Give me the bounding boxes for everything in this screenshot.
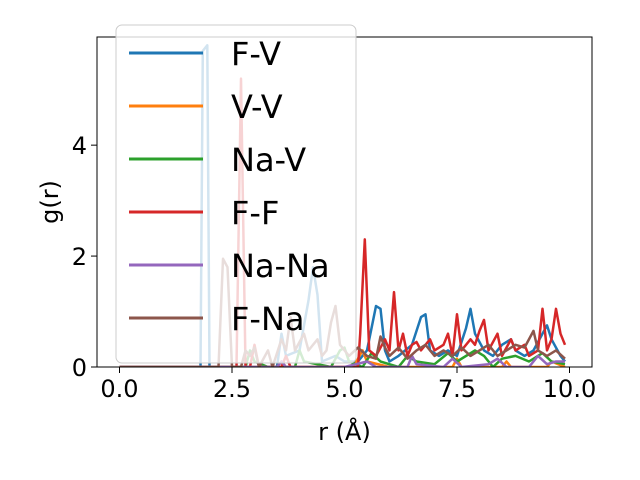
x-tick-label: 10.0 [543,375,596,403]
x-tick-label: 2.5 [213,375,251,403]
x-tick-label: 7.5 [438,375,476,403]
legend-box [115,24,357,364]
legend-label: Na-V [231,141,306,179]
x-tick-label: 0.0 [100,375,138,403]
x-tick-label: 5.0 [325,375,363,403]
legend-label: F-Na [231,300,305,338]
legend-label: F-F [231,194,279,232]
legend: F-V V-V Na-V F-F Na-Na F-Na [115,24,357,364]
y-axis-label: g(r) [36,180,64,224]
x-axis: 0.0 2.5 5.0 7.5 10.0 [100,367,596,403]
series-line-4 [119,354,565,367]
series-line-2 [119,346,566,367]
x-axis-label: r (Å) [318,417,371,446]
legend-label: V-V [231,88,283,126]
y-tick-label: 2 [72,243,87,271]
y-tick-label: 0 [72,354,87,382]
legend-label: Na-Na [231,247,330,285]
y-tick-label: 4 [72,132,87,160]
y-axis: 0 2 4 [72,132,97,382]
legend-label: F-V [231,35,281,73]
